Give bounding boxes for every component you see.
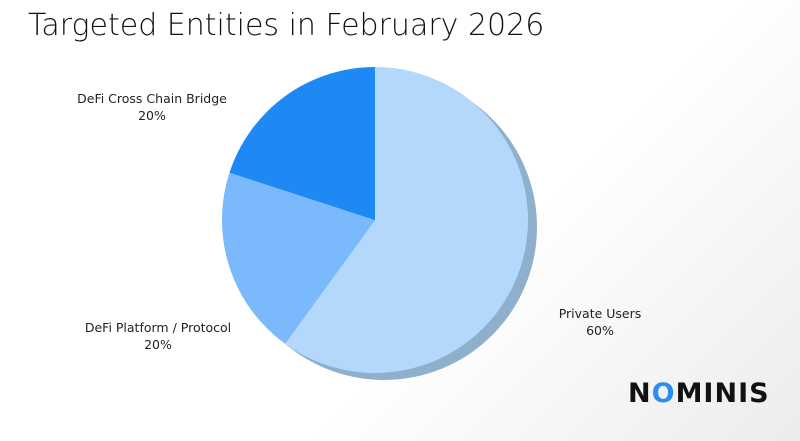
pie-slice-defi-platform-protocol <box>222 172 375 344</box>
pie-slice-defi-cross-chain-bridge <box>229 67 375 220</box>
slice-label: DeFi Cross Chain Bridge <box>77 91 227 106</box>
slice-value-label: 20% <box>138 108 166 123</box>
slice-label: Private Users <box>559 306 642 321</box>
nominis-logo: NOMINIS <box>628 378 770 409</box>
chart-title: Targeted Entities in February 2026 <box>28 8 545 43</box>
pie-slice-private-users <box>285 67 528 373</box>
slice-value-label: 20% <box>144 337 172 352</box>
slice-value-label: 60% <box>586 323 614 338</box>
slice-label: DeFi Platform / Protocol <box>85 320 231 335</box>
